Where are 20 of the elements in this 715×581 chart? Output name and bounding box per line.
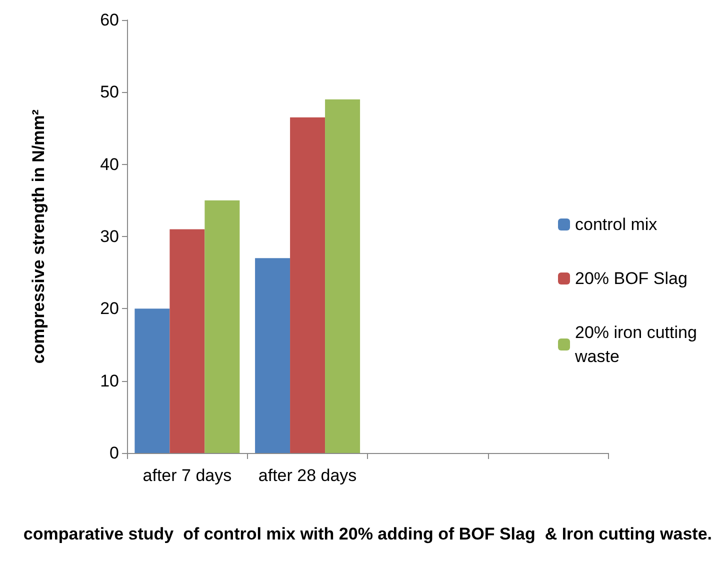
y-axis-title: compressive strength in N/mm² [29,109,48,364]
bar [290,117,326,453]
bar [134,308,170,453]
y-tick-label: 40 [100,154,119,174]
y-tick-label: 0 [110,444,119,462]
bar [255,258,290,453]
x-axis-title: comparative study of control mix with 20% adding of BOF Slag & Iron cutting waste. [23,524,712,544]
y-tick-label: 50 [100,82,119,102]
x-tick-label: after 7 days [142,466,232,485]
y-tick-label: 20 [100,299,119,318]
y-tick-label: 30 [100,227,119,246]
legend-label: control mix [575,215,658,234]
y-tick-label: 60 [100,10,119,30]
y-tick-label: 10 [100,371,119,390]
x-tick-label: after 28 days [258,466,357,485]
bar [170,229,205,453]
bar [325,99,360,453]
legend-label: 20% BOF Slag [575,269,688,288]
bar [204,200,240,453]
legend-label: 20% iron cutting waste [574,323,702,366]
